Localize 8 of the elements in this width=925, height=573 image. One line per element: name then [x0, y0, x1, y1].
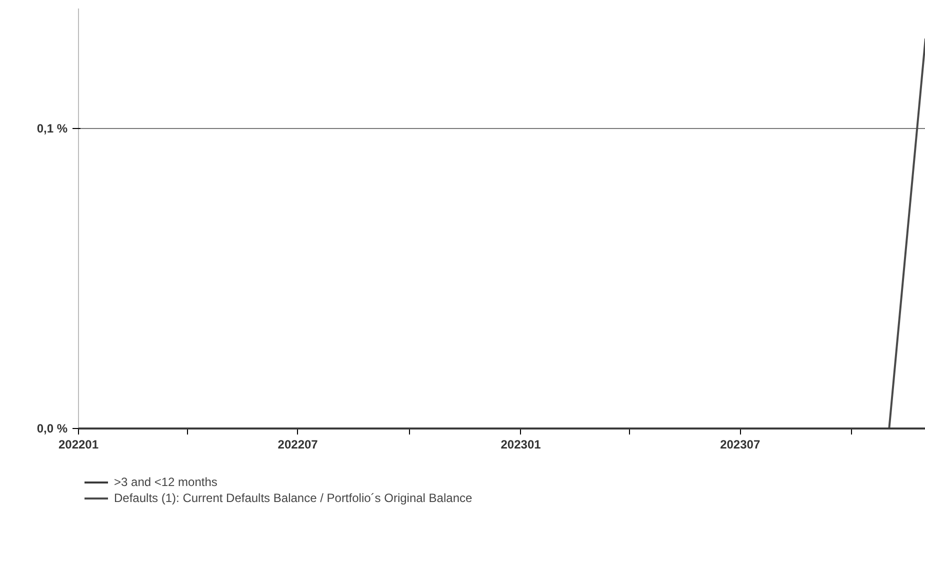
x-tick-label: 202307 — [720, 438, 760, 452]
y-tick-label: 0,0 % — [36, 422, 68, 436]
x-tick-label: 202207 — [278, 438, 318, 452]
x-tick-label: 202201 — [58, 438, 99, 452]
legend-label: >3 and <12 months — [114, 475, 218, 489]
x-tick-label: 202301 — [500, 438, 542, 452]
legend-label: Defaults (1): Current Defaults Balance / Portfolio´s Original Balance — [114, 491, 472, 505]
y-tick-label: 0,1 % — [36, 122, 68, 136]
